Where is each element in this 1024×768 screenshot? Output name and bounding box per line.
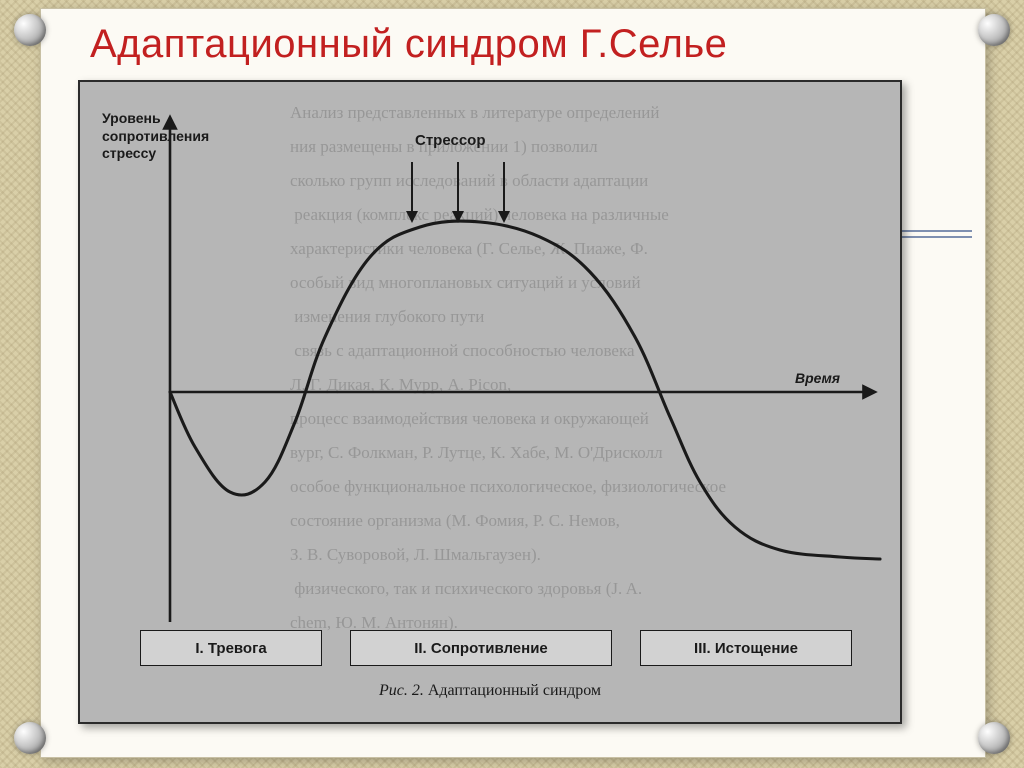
canvas-backdrop: Адаптационный синдром Г.Селье Уровень со… bbox=[0, 0, 1024, 768]
accent-line-1 bbox=[902, 230, 972, 232]
chart-svg bbox=[80, 82, 900, 722]
rivet-br bbox=[978, 722, 1010, 754]
rivet-bl bbox=[14, 722, 46, 754]
figure-frame: Уровень сопротивления стрессу Стрессор В… bbox=[78, 80, 902, 724]
accent-line-2 bbox=[902, 236, 972, 238]
rivet-tl bbox=[14, 14, 46, 46]
slide-title: Адаптационный синдром Г.Селье bbox=[90, 22, 727, 67]
rivet-tr bbox=[978, 14, 1010, 46]
phase-box: II. Сопротивление bbox=[350, 630, 612, 666]
phase-box: III. Истощение bbox=[640, 630, 852, 666]
phase-box: I. Тревога bbox=[140, 630, 322, 666]
